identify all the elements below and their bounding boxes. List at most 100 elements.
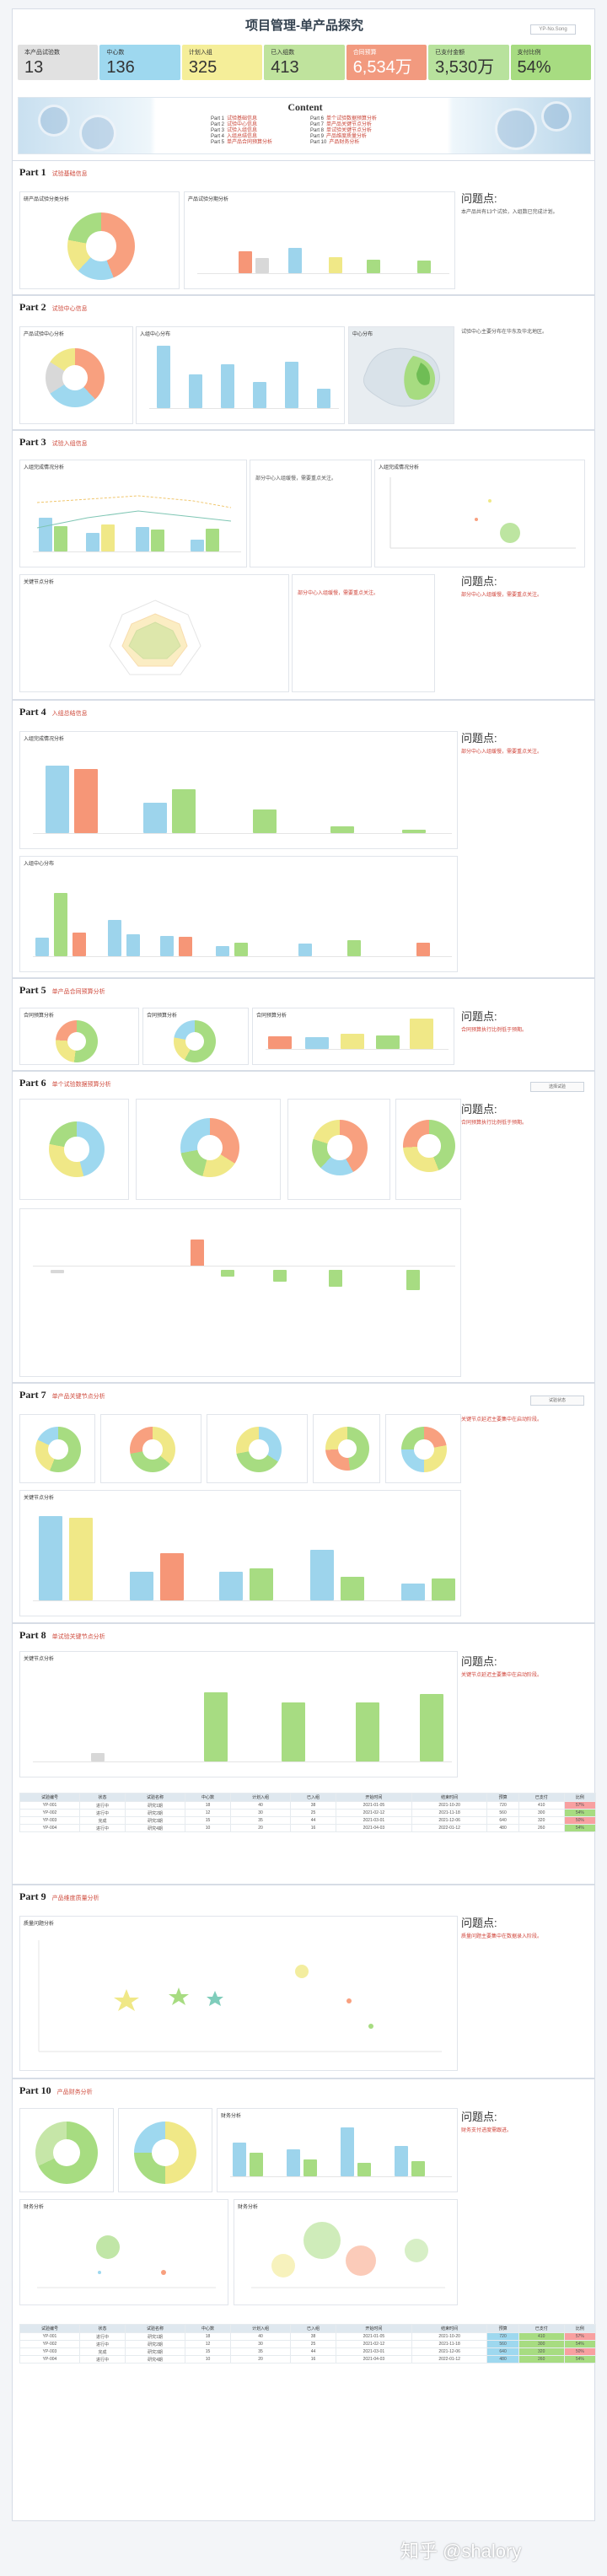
- donut-chart[interactable]: [403, 1120, 455, 1172]
- chart-panel[interactable]: 产品试验分期分析: [184, 191, 455, 289]
- bar[interactable]: [136, 527, 149, 551]
- scatter-plot[interactable]: [20, 2200, 228, 2305]
- chart-panel[interactable]: 合同预算分析: [252, 1008, 454, 1065]
- table-row[interactable]: YP-001 进行中 研究1期 18 40 38 2021-01-05 2021-10-20 7…: [19, 1801, 597, 1810]
- donut-chart[interactable]: [312, 1120, 368, 1175]
- bubble-chart[interactable]: [234, 2200, 458, 2305]
- content-list-item[interactable]: Part 7 单产品关键节点分析: [310, 122, 373, 127]
- bar[interactable]: [239, 251, 252, 273]
- bar[interactable]: [86, 533, 99, 551]
- chart-panel[interactable]: 产品试验中心分析: [19, 326, 133, 424]
- bar[interactable]: [420, 1694, 443, 1761]
- bar[interactable]: [74, 769, 98, 833]
- bar[interactable]: [305, 1037, 329, 1049]
- bar[interactable]: [411, 2161, 425, 2176]
- bar[interactable]: [298, 944, 312, 956]
- bar[interactable]: [329, 257, 342, 273]
- bar[interactable]: [54, 526, 67, 551]
- bar[interactable]: [253, 382, 266, 408]
- bar[interactable]: [69, 1518, 93, 1600]
- bar[interactable]: [317, 389, 330, 408]
- bar[interactable]: [189, 374, 202, 408]
- chart-panel[interactable]: [313, 1414, 380, 1483]
- bar[interactable]: [160, 1553, 184, 1600]
- bar[interactable]: [432, 1578, 455, 1600]
- chart-panel[interactable]: 关键节点分析: [19, 1651, 458, 1777]
- bar[interactable]: [268, 1036, 292, 1049]
- bar[interactable]: [282, 1702, 305, 1761]
- bar[interactable]: [304, 2159, 317, 2176]
- filter-dropdown[interactable]: 选择试验: [530, 1082, 584, 1092]
- bar[interactable]: [273, 1270, 287, 1282]
- chart-panel[interactable]: [100, 1414, 201, 1483]
- chart-panel[interactable]: 入组中心分布: [19, 856, 458, 972]
- content-list-item[interactable]: Part 2 试验中心信息: [211, 122, 258, 127]
- table-row[interactable]: YP-002 进行中 研究2期 12 30 25 2021-02-12 2021-11-18 5…: [19, 1809, 597, 1817]
- table-row[interactable]: YP-003 完成 研究3期 15 35 44 2021-03-01 2021-12-06 64…: [19, 2347, 597, 2356]
- chart-panel[interactable]: 入组中心分布: [136, 326, 345, 424]
- chart-panel[interactable]: [136, 1099, 281, 1200]
- chart-panel[interactable]: [19, 1414, 95, 1483]
- donut-chart[interactable]: [56, 1020, 98, 1062]
- bar[interactable]: [151, 530, 164, 551]
- chart-panel[interactable]: [19, 2108, 114, 2192]
- donut-chart[interactable]: [134, 2122, 196, 2184]
- table-row[interactable]: YP-002 进行中 研究2期 12 30 25 2021-02-12 2021-11-18 5…: [19, 2340, 597, 2348]
- bar[interactable]: [287, 2149, 300, 2176]
- china-map-shape[interactable]: [349, 327, 454, 424]
- bar[interactable]: [406, 1270, 420, 1290]
- bar[interactable]: [143, 803, 167, 833]
- bar[interactable]: [172, 789, 196, 833]
- bar[interactable]: [219, 1572, 243, 1600]
- bar[interactable]: [395, 2146, 408, 2176]
- bar[interactable]: [101, 524, 115, 551]
- chart-panel[interactable]: [19, 1208, 461, 1377]
- content-list-item[interactable]: Part 1 试验基础信息: [211, 116, 258, 121]
- bar[interactable]: [179, 937, 192, 956]
- bar[interactable]: [341, 1034, 364, 1049]
- chart-panel[interactable]: 入组完成情况分析: [19, 460, 247, 567]
- radar-chart[interactable]: [20, 575, 289, 692]
- content-list-item[interactable]: Part 8 单试验关键节点分析: [310, 128, 373, 133]
- table-row[interactable]: YP-004 进行中 研究4期 10 20 16 2021-04-03 2022-01-12 4…: [19, 1824, 597, 1832]
- bar[interactable]: [417, 261, 431, 273]
- bar[interactable]: [157, 346, 170, 408]
- bar[interactable]: [126, 934, 140, 956]
- chart-panel[interactable]: 入组完成情况分析: [19, 731, 458, 849]
- product-filter-dropdown[interactable]: YP-No.Song: [530, 24, 576, 35]
- bar[interactable]: [310, 1550, 334, 1600]
- quality-bubble-chart[interactable]: [20, 1917, 458, 2071]
- content-list-item[interactable]: Part 10 产品财务分析: [310, 140, 360, 145]
- bar[interactable]: [216, 946, 229, 956]
- node-table[interactable]: 试验编号 状态 试验名称 中心数 计划入组 已入组 开始时间 结束时间 预算 已支付 比例 YP-0…: [19, 1793, 597, 1832]
- finance-table[interactable]: 试验编号 状态 试验名称 中心数 计划入组 已入组 开始时间 结束时间 预算 已支付 比例 YP-0…: [19, 2324, 597, 2364]
- donut-chart[interactable]: [180, 1118, 239, 1177]
- bar[interactable]: [221, 364, 234, 408]
- donut-chart[interactable]: [35, 2122, 98, 2184]
- bar[interactable]: [51, 1270, 64, 1273]
- bar[interactable]: [204, 1692, 228, 1761]
- bar[interactable]: [367, 260, 380, 273]
- bar[interactable]: [160, 936, 174, 956]
- bar[interactable]: [402, 830, 426, 833]
- filter-dropdown[interactable]: 试验状态: [530, 1396, 584, 1406]
- bar[interactable]: [288, 248, 302, 273]
- bar[interactable]: [221, 1270, 234, 1277]
- chart-panel[interactable]: [118, 2108, 212, 2192]
- donut-chart[interactable]: [35, 1427, 81, 1472]
- bar[interactable]: [250, 2153, 263, 2176]
- bar[interactable]: [341, 2127, 354, 2176]
- bar[interactable]: [191, 1240, 204, 1266]
- bar[interactable]: [39, 518, 52, 551]
- donut-chart[interactable]: [401, 1427, 447, 1472]
- bar[interactable]: [285, 362, 298, 408]
- bar[interactable]: [410, 1019, 433, 1049]
- chart-panel[interactable]: [385, 1414, 461, 1483]
- donut-chart[interactable]: [325, 1427, 369, 1471]
- bar[interactable]: [341, 1577, 364, 1600]
- bar[interactable]: [401, 1584, 425, 1600]
- table-row[interactable]: YP-001 进行中 研究1期 18 40 38 2021-01-05 2021-10-20 7…: [19, 2332, 597, 2341]
- donut-chart[interactable]: [174, 1020, 216, 1062]
- bar[interactable]: [206, 529, 219, 551]
- bar[interactable]: [108, 920, 121, 956]
